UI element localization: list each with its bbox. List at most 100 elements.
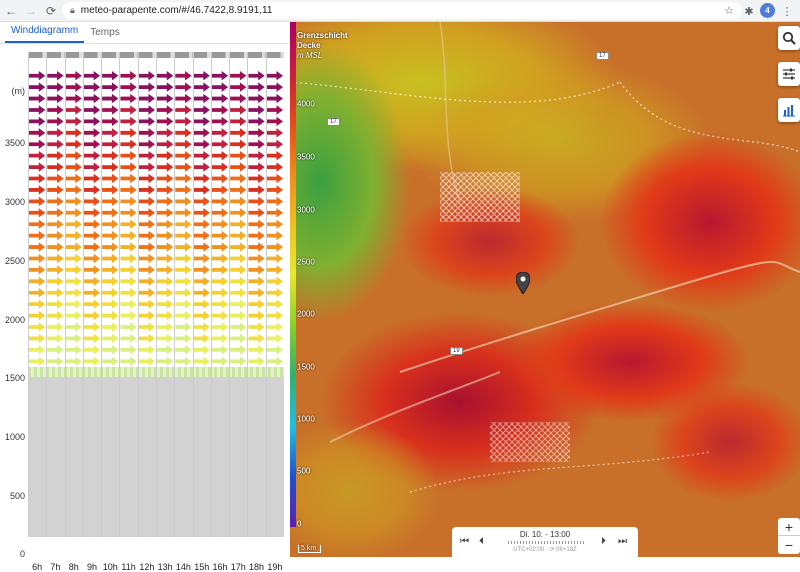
wind-cell	[47, 173, 64, 184]
column-divider	[229, 52, 231, 537]
diagram-grid[interactable]	[28, 52, 284, 537]
wind-cell	[157, 208, 174, 218]
skip-back-icon[interactable]: ⏮	[460, 536, 469, 547]
tab-winddiagramm[interactable]: Winddiagramm	[5, 25, 85, 43]
altitude-label: 500	[9, 491, 25, 501]
wind-cell	[266, 345, 283, 355]
wind-cell	[47, 288, 64, 298]
wind-cell	[102, 71, 119, 81]
wind-cell	[157, 185, 174, 195]
wind-cell	[83, 128, 101, 138]
wind-cell	[83, 208, 101, 218]
wind-cell	[47, 230, 64, 241]
wind-cell	[138, 276, 155, 287]
wind-cell	[29, 345, 46, 355]
wind-cell	[230, 310, 247, 321]
wind-cell	[138, 139, 155, 149]
wind-cell	[47, 310, 64, 321]
address-bar[interactable]: 🔒︎ meteo-parapente.com/#/46.7422,8.9191,…	[62, 2, 742, 19]
wind-cell	[47, 116, 64, 127]
time-slider[interactable]	[508, 541, 584, 544]
wind-cell	[102, 219, 119, 229]
wind-cell	[175, 71, 192, 81]
bookmark-star-icon[interactable]: ☆	[724, 5, 734, 17]
step-back-icon[interactable]: ⏴	[479, 536, 484, 547]
wind-cell	[266, 105, 283, 115]
wind-cell	[120, 288, 137, 298]
altitude-label: 1000	[4, 432, 25, 442]
wind-cell	[248, 185, 265, 195]
wind-cell	[65, 196, 82, 207]
wind-cell	[83, 253, 101, 264]
panel-tabs: Winddiagramm Temps	[0, 22, 290, 44]
wind-cell	[175, 322, 192, 332]
wind-cell	[102, 139, 119, 149]
wind-cell	[65, 185, 82, 195]
zoom-in-button[interactable]: +	[778, 518, 800, 536]
search-button[interactable]	[778, 26, 800, 50]
wind-cell	[120, 173, 137, 184]
wind-cell	[175, 299, 192, 309]
wind-cell	[248, 196, 265, 207]
wind-cell	[65, 310, 82, 321]
step-forward-icon[interactable]: ⏵	[601, 536, 606, 547]
wind-cell	[29, 356, 46, 366]
profile-avatar[interactable]: 4	[760, 3, 775, 18]
wind-cell	[193, 196, 210, 207]
zoom-out-button[interactable]: −	[778, 536, 800, 554]
wind-cell	[211, 128, 229, 138]
wind-cell	[29, 173, 46, 184]
wind-cell	[175, 139, 192, 149]
wind-cell	[29, 196, 46, 207]
map-view[interactable]: Grenzschicht Decke m MSL 4000 3500 3000 …	[290, 22, 800, 557]
wind-cell	[102, 242, 119, 252]
extensions-icon[interactable]: ✱	[744, 5, 754, 18]
scale-distance: 5 km	[298, 545, 322, 553]
wind-cell	[29, 253, 46, 264]
wind-cell	[175, 242, 192, 252]
chart-button[interactable]	[778, 98, 800, 122]
skip-forward-icon[interactable]: ⏭	[618, 536, 627, 547]
wind-cell	[83, 219, 101, 229]
wind-cell	[47, 150, 64, 161]
wind-cell	[248, 345, 265, 355]
wind-cell	[230, 162, 247, 172]
wind-cell	[230, 253, 247, 264]
wind-cell	[29, 230, 46, 241]
wind-cell	[266, 162, 283, 172]
wind-cell	[175, 288, 192, 298]
forward-icon[interactable]: →	[25, 3, 37, 18]
wind-cell	[120, 128, 137, 138]
wind-cell	[175, 93, 192, 104]
wind-cell	[211, 82, 229, 92]
wind-cell	[102, 299, 119, 309]
left-panel: Winddiagramm Temps (m) 3500 3000 2500 20…	[0, 22, 290, 572]
reload-icon[interactable]: ⟳	[45, 3, 57, 18]
tab-temps[interactable]: Temps	[90, 27, 120, 38]
wind-cell	[83, 150, 101, 161]
wind-cell	[211, 173, 229, 184]
browser-chrome: ← → ⟳ 🔒︎ meteo-parapente.com/#/46.7422,8…	[0, 0, 800, 22]
wind-cell	[211, 162, 229, 172]
wind-cell	[47, 265, 64, 275]
wind-cell	[65, 173, 82, 184]
wind-cell	[102, 253, 119, 264]
back-icon[interactable]: ←	[5, 3, 17, 18]
wind-cell	[83, 185, 101, 195]
wind-cell	[175, 310, 192, 321]
wind-cell	[266, 93, 283, 104]
column-divider	[265, 52, 267, 537]
wind-cell	[138, 162, 155, 172]
wind-cell	[157, 242, 174, 252]
location-pin-icon[interactable]	[516, 272, 530, 294]
wind-cell	[193, 162, 210, 172]
wind-cell	[157, 139, 174, 149]
wind-cell	[157, 82, 174, 92]
wind-cell	[102, 333, 119, 344]
browser-menu-icon[interactable]: ⋮	[781, 5, 793, 18]
wind-cell	[65, 253, 82, 264]
settings-button[interactable]	[778, 62, 800, 86]
wind-cell	[266, 265, 283, 275]
wind-cell	[47, 219, 64, 229]
wind-cell	[266, 208, 283, 218]
